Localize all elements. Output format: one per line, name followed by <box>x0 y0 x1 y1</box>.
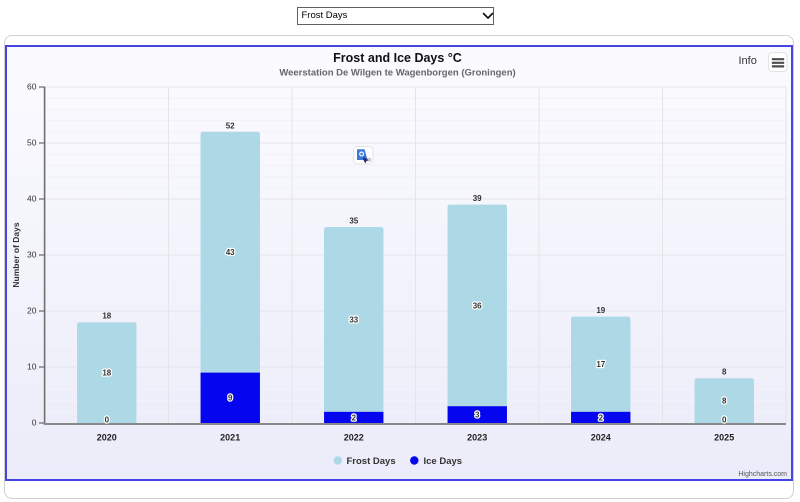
svg-text:Number of Days: Number of Days <box>11 222 21 287</box>
svg-text:Info: Info <box>739 55 757 67</box>
svg-text:2: 2 <box>352 413 357 422</box>
svg-text:40: 40 <box>27 194 37 204</box>
svg-text:9: 9 <box>228 394 233 403</box>
svg-text:52: 52 <box>226 121 235 130</box>
svg-text:2022: 2022 <box>344 433 364 443</box>
svg-text:33: 33 <box>349 315 358 324</box>
svg-text:60: 60 <box>27 82 37 92</box>
svg-text:Frost Days: Frost Days <box>347 456 396 467</box>
svg-text:50: 50 <box>27 138 37 148</box>
svg-text:43: 43 <box>226 248 235 257</box>
svg-text:8: 8 <box>722 397 727 406</box>
svg-text:Frost and Ice Days °C: Frost and Ice Days °C <box>333 51 462 65</box>
svg-text:35: 35 <box>349 217 358 226</box>
svg-text:2023: 2023 <box>467 433 487 443</box>
svg-text:Ice Days: Ice Days <box>424 456 463 467</box>
svg-text:3: 3 <box>475 411 480 420</box>
svg-text:0: 0 <box>105 415 110 424</box>
svg-text:18: 18 <box>102 369 111 378</box>
svg-text:0: 0 <box>32 418 37 428</box>
svg-text:10: 10 <box>27 362 37 372</box>
svg-text:18: 18 <box>102 312 111 321</box>
svg-text:8: 8 <box>722 368 727 377</box>
svg-text:2024: 2024 <box>591 433 611 443</box>
svg-text:Highcharts.com: Highcharts.com <box>738 471 787 478</box>
svg-text:20: 20 <box>27 306 37 316</box>
svg-text:36: 36 <box>473 301 482 310</box>
svg-text:30: 30 <box>27 250 37 260</box>
svg-text:2020: 2020 <box>97 433 117 443</box>
svg-text:39: 39 <box>473 194 482 203</box>
svg-text:19: 19 <box>596 306 605 315</box>
svg-text:17: 17 <box>596 360 605 369</box>
svg-text:0: 0 <box>722 415 727 424</box>
svg-text:Weerstation De Wilgen te Wagen: Weerstation De Wilgen te Wagenborgen (Gr… <box>279 68 515 79</box>
svg-text:2025: 2025 <box>714 433 734 443</box>
svg-text:2021: 2021 <box>220 433 240 443</box>
svg-text:2: 2 <box>599 413 604 422</box>
